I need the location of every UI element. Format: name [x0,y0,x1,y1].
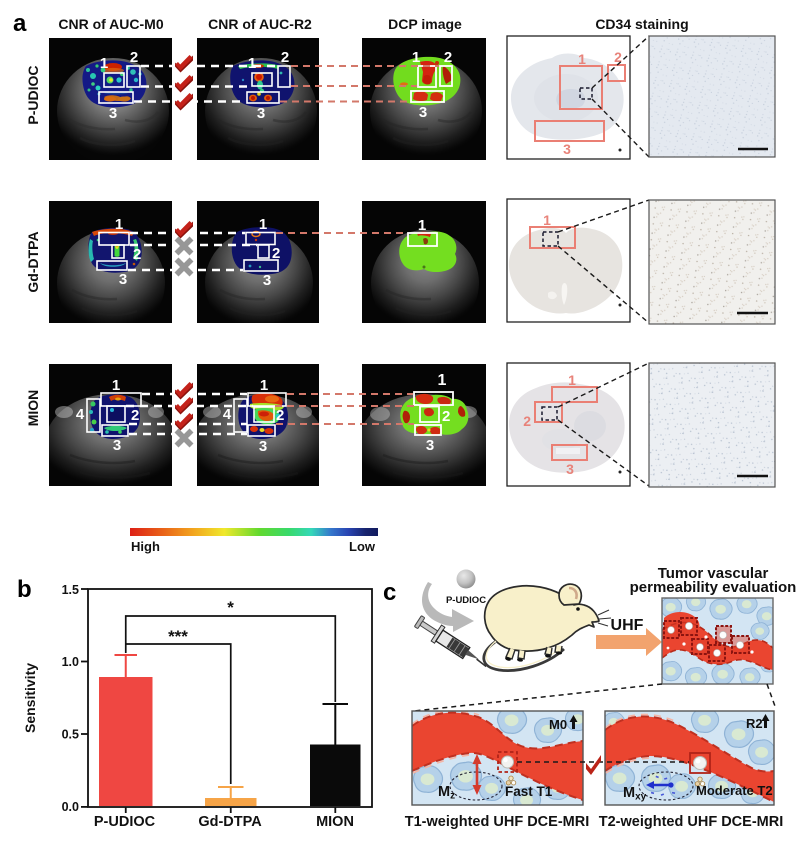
svg-text:1: 1 [100,55,108,72]
svg-text:Gd-DTPA: Gd-DTPA [198,814,262,830]
svg-text:2: 2 [281,49,289,66]
svg-text:1: 1 [259,216,267,233]
svg-text:R2: R2 [746,716,763,731]
svg-text:1: 1 [568,372,576,388]
svg-text:4: 4 [223,406,232,423]
svg-text:2: 2 [133,246,141,263]
svg-text:3: 3 [566,461,574,477]
svg-text:1: 1 [418,217,426,234]
svg-text:a: a [13,10,27,37]
svg-text:High: High [131,539,160,554]
svg-text:2: 2 [131,407,139,424]
svg-text:Fast T1: Fast T1 [505,784,553,799]
svg-text:2: 2 [442,408,450,425]
svg-text:0.5: 0.5 [62,728,79,742]
svg-text:2: 2 [614,49,622,65]
svg-text:T1-weighted UHF DCE-MRI: T1-weighted UHF DCE-MRI [405,814,589,830]
svg-text:1: 1 [260,377,268,394]
svg-text:CNR of AUC-M0: CNR of AUC-M0 [58,16,163,32]
svg-text:2: 2 [523,413,531,429]
svg-text:4: 4 [76,406,85,423]
svg-text:2: 2 [272,245,280,262]
svg-text:1: 1 [543,212,551,228]
svg-text:*: * [227,598,234,617]
svg-text:1: 1 [248,55,256,72]
svg-text:0.0: 0.0 [62,800,79,814]
svg-text:P-UDIOC: P-UDIOC [94,814,156,830]
svg-text:1: 1 [412,49,420,66]
svg-text:P-UDIOC: P-UDIOC [25,65,41,124]
svg-text:CNR of AUC-R2: CNR of AUC-R2 [208,16,312,32]
svg-text:2: 2 [444,49,452,66]
svg-text:b: b [17,576,32,603]
svg-text:1: 1 [115,216,123,233]
svg-text:3: 3 [259,438,267,455]
svg-text:Tumor vascular: Tumor vascular [658,565,769,582]
svg-text:3: 3 [113,437,121,454]
svg-text:c: c [383,579,396,606]
svg-text:1: 1 [578,51,586,67]
svg-text:Sensitivity: Sensitivity [22,663,38,733]
svg-text:Gd-DTPA: Gd-DTPA [25,231,41,292]
svg-text:3: 3 [263,272,271,289]
svg-text:2: 2 [130,49,138,66]
svg-text:Low: Low [349,539,376,554]
svg-text:3: 3 [426,437,434,454]
svg-text:1: 1 [112,377,120,394]
svg-text:1: 1 [438,372,447,389]
svg-text:3: 3 [563,141,571,157]
svg-text:3: 3 [419,104,427,121]
svg-text:CD34 staining: CD34 staining [595,16,688,32]
svg-text:M0: M0 [549,717,567,732]
svg-text:MION: MION [316,814,354,830]
svg-text:***: *** [168,627,188,646]
svg-text:3: 3 [119,271,127,288]
svg-text:permeability evaluation: permeability evaluation [630,579,797,596]
svg-text:3: 3 [257,105,265,122]
svg-text:Moderate T2: Moderate T2 [696,783,773,798]
svg-text:UHF: UHF [611,617,644,634]
svg-text:1.0: 1.0 [62,655,79,669]
svg-text:2: 2 [276,407,284,424]
svg-text:MION: MION [25,390,41,427]
svg-text:1.5: 1.5 [62,583,79,597]
svg-text:P-UDIOC: P-UDIOC [446,595,486,606]
svg-text:T2-weighted UHF DCE-MRI: T2-weighted UHF DCE-MRI [599,814,783,830]
svg-text:3: 3 [109,105,117,122]
svg-text:DCP image: DCP image [388,16,462,32]
